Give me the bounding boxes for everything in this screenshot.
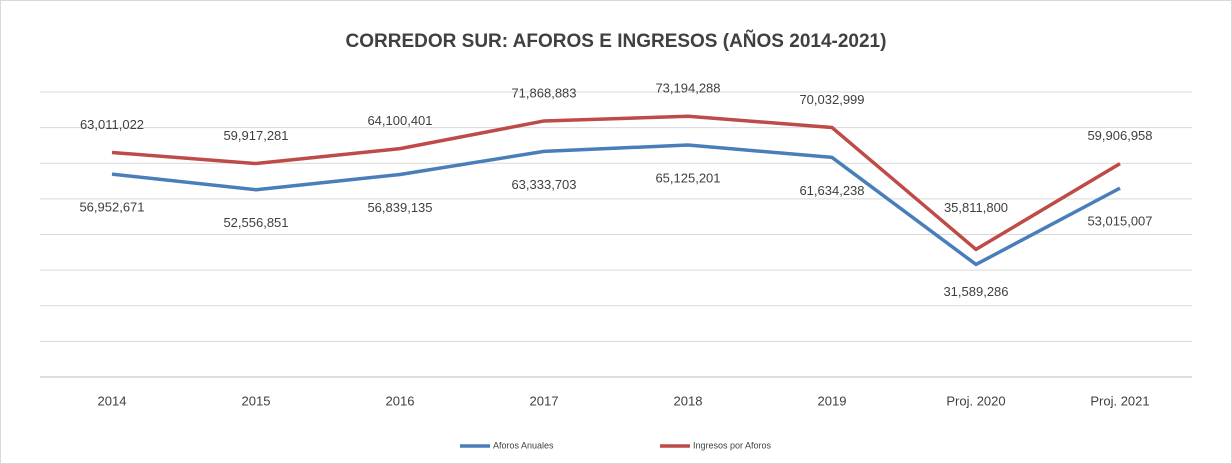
x-tick-label: 2017 [530,393,559,408]
data-label: 64,100,401 [367,113,432,128]
legend-label: Ingresos por Aforos [693,440,772,450]
data-label: 61,634,238 [799,183,864,198]
data-label: 56,952,671 [79,200,144,215]
data-label: 65,125,201 [655,170,720,185]
line-series [111,143,1121,267]
x-tick-label: 2018 [674,393,703,408]
data-label: 70,032,999 [799,92,864,107]
data-label: 59,917,281 [223,128,288,143]
data-label: 71,868,883 [511,85,576,100]
x-tick-label: 2014 [98,393,127,408]
data-label: 52,556,851 [223,215,288,230]
x-tick-label: 2015 [242,393,271,408]
x-tick-label: Proj. 2021 [1090,393,1149,408]
data-label: 56,839,135 [367,200,432,215]
chart-title: CORREDOR SUR: AFOROS E INGRESOS (AÑOS 20… [346,30,887,52]
x-tick-label: 2019 [818,393,847,408]
x-tick-label: 2016 [386,393,415,408]
data-label: 63,333,703 [511,177,576,192]
data-label: 31,589,286 [943,284,1008,299]
data-label: 63,011,022 [80,117,144,132]
data-label: 59,906,958 [1087,128,1152,143]
legend-label: Aforos Anuales [493,440,554,450]
x-tick-label: Proj. 2020 [946,393,1005,408]
data-label: 53,015,007 [1087,214,1152,229]
line-series [111,114,1121,252]
data-label: 35,811,800 [944,200,1008,215]
data-label: 73,194,288 [655,81,720,96]
